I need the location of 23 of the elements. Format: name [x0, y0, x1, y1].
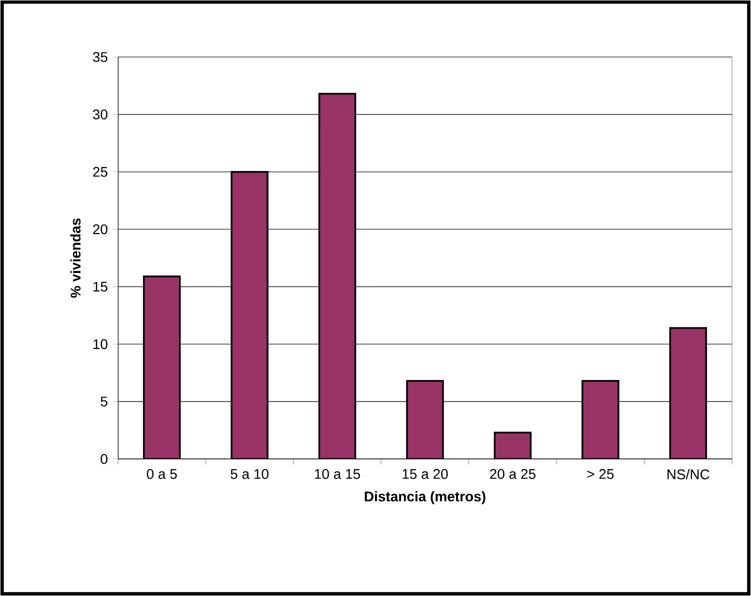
x-tick-label: > 25 — [587, 469, 614, 479]
x-tick-label: 10 a 15 — [315, 469, 360, 479]
bar — [582, 380, 620, 459]
x-tick-label: 5 a 10 — [230, 469, 268, 479]
y-tick-label: 0 — [100, 454, 108, 464]
bar — [318, 92, 356, 459]
y-tick-label: 5 — [100, 396, 108, 406]
y-tick-label: 15 — [93, 282, 108, 292]
bar — [669, 327, 708, 459]
y-tick-label: 20 — [93, 224, 108, 234]
y-axis-title: % viviendas — [70, 218, 81, 298]
bar — [406, 380, 444, 459]
y-tick-label: 25 — [93, 166, 108, 177]
x-tick-label: 20 a 25 — [490, 469, 536, 479]
y-tick-label: 35 — [92, 52, 108, 62]
y-tick-label: 10 — [93, 339, 108, 350]
bar — [142, 276, 181, 459]
x-axis-title: Distancia (metros) — [364, 491, 486, 504]
y-tick-label: 30 — [92, 109, 108, 120]
x-tick-label: NS/NC — [668, 469, 710, 480]
bar — [230, 170, 268, 459]
x-tick-label: 0 a 5 — [146, 469, 177, 479]
x-tick-label: 15 a 20 — [402, 469, 448, 479]
